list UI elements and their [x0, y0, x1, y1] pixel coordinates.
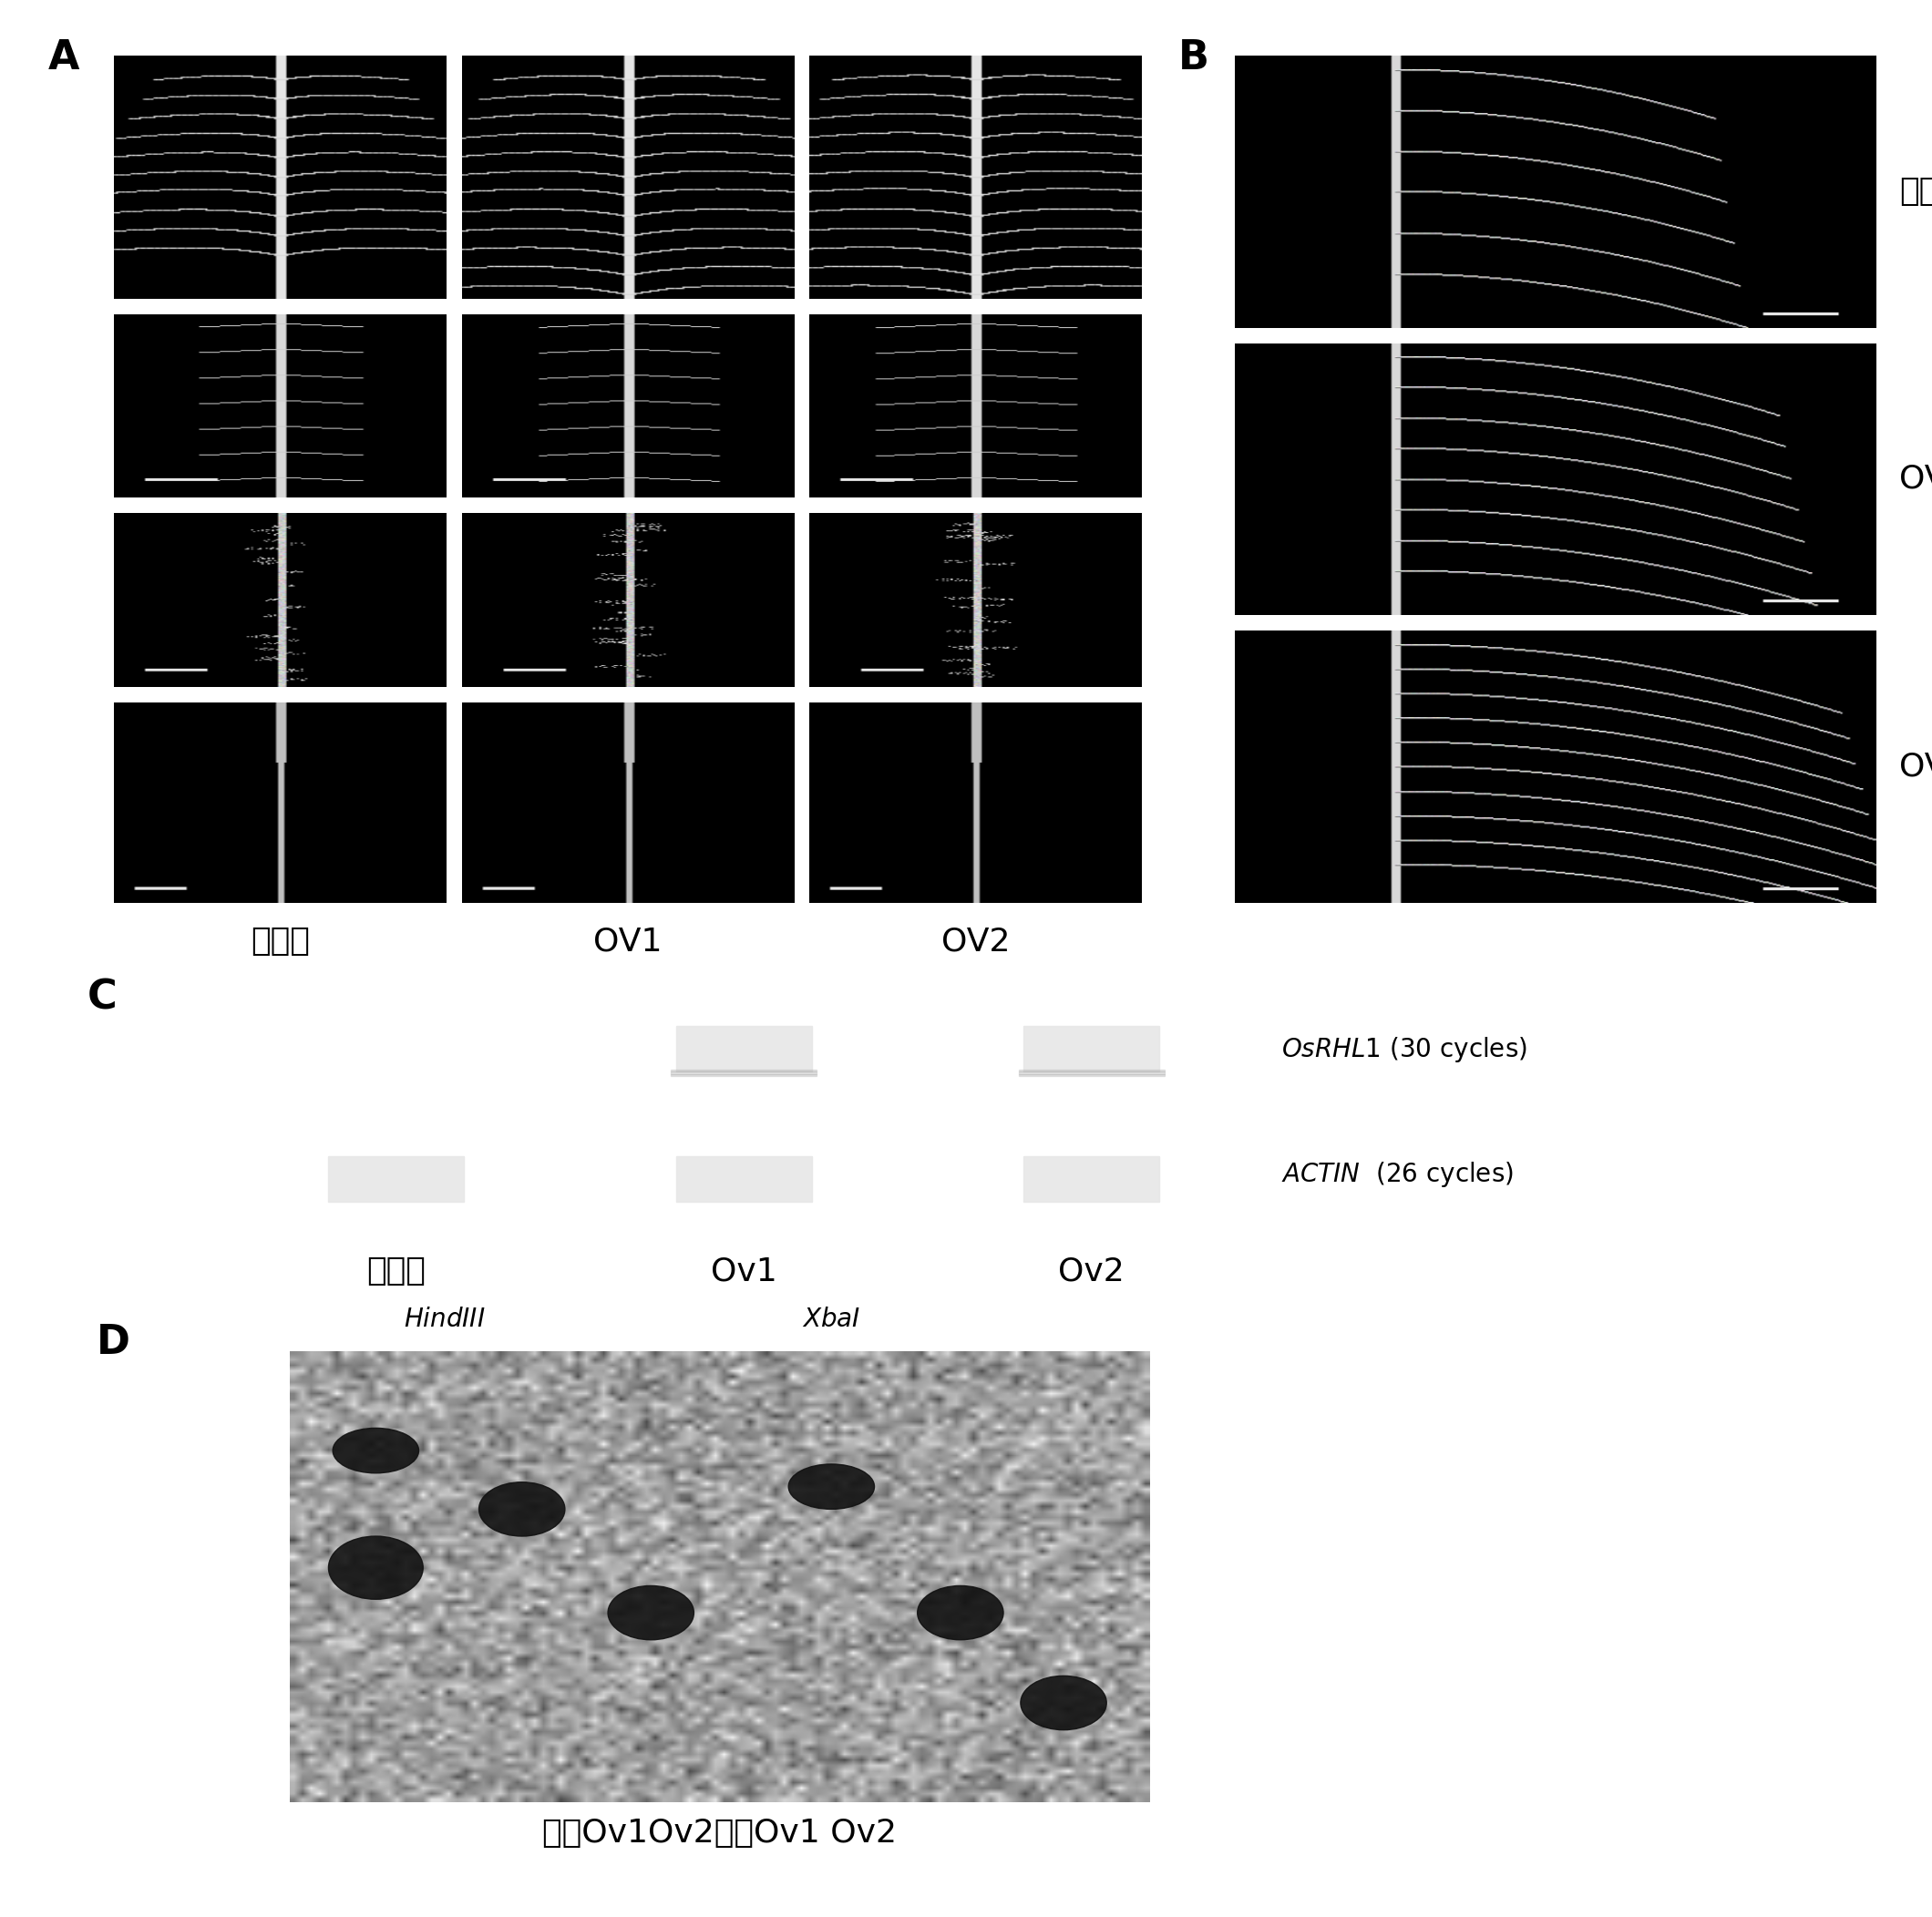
- Text: 野生型: 野生型: [251, 926, 309, 957]
- Bar: [670, 1072, 817, 1074]
- Text: OV1: OV1: [593, 926, 663, 957]
- Bar: [1018, 1072, 1165, 1074]
- Bar: [676, 1156, 811, 1202]
- Text: D: D: [97, 1323, 129, 1361]
- Ellipse shape: [479, 1482, 564, 1536]
- Text: 野生型: 野生型: [1899, 176, 1932, 207]
- Text: $\it{Hind}$III: $\it{Hind}$III: [404, 1307, 485, 1332]
- Ellipse shape: [332, 1428, 419, 1472]
- Bar: [1024, 1156, 1159, 1202]
- Bar: [1018, 1070, 1165, 1072]
- Text: $\it{Xba}$I: $\it{Xba}$I: [802, 1307, 862, 1332]
- Ellipse shape: [609, 1585, 694, 1639]
- Ellipse shape: [328, 1536, 423, 1599]
- Ellipse shape: [1020, 1675, 1107, 1729]
- Text: Ov2: Ov2: [1059, 1256, 1124, 1286]
- Text: $\it{ACTIN}$  (26 cycles): $\it{ACTIN}$ (26 cycles): [1281, 1160, 1513, 1189]
- Ellipse shape: [918, 1585, 1003, 1639]
- Text: B: B: [1179, 38, 1209, 77]
- Text: OV2: OV2: [941, 926, 1010, 957]
- Bar: [670, 1070, 817, 1072]
- Text: Ov1: Ov1: [711, 1256, 777, 1286]
- Text: 野生型: 野生型: [367, 1256, 425, 1286]
- Bar: [1018, 1074, 1165, 1075]
- Text: 野生Ov1Ov2野生Ov1 Ov2: 野生Ov1Ov2野生Ov1 Ov2: [543, 1817, 896, 1848]
- Bar: [676, 1026, 811, 1072]
- Bar: [328, 1156, 464, 1202]
- Text: $\it{OsRHL1}$ (30 cycles): $\it{OsRHL1}$ (30 cycles): [1281, 1035, 1526, 1064]
- Bar: [1024, 1026, 1159, 1072]
- Bar: [670, 1074, 817, 1075]
- Text: A: A: [48, 38, 79, 77]
- Text: OV1: OV1: [1899, 464, 1932, 495]
- Text: C: C: [87, 978, 116, 1016]
- Ellipse shape: [788, 1465, 875, 1509]
- Text: OV2: OV2: [1899, 751, 1932, 782]
